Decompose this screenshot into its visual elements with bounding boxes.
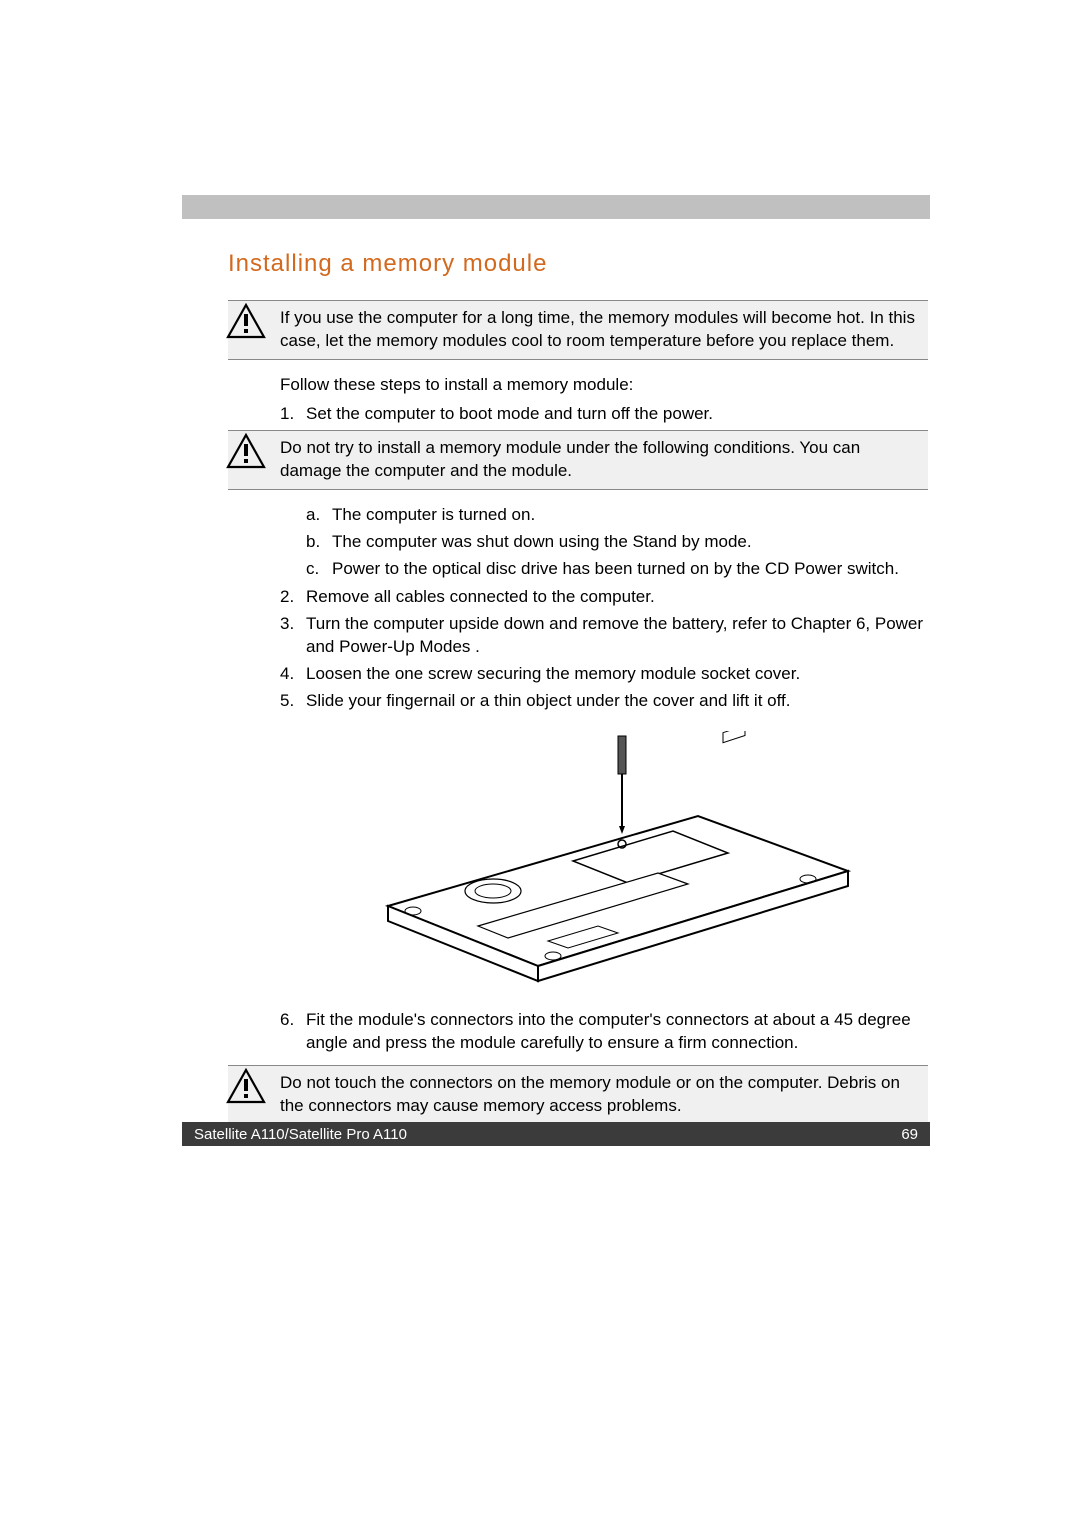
warning-icon [226, 1068, 266, 1104]
substep-letter: a. [306, 504, 332, 527]
step-num: 6. [280, 1009, 306, 1055]
footer-page-number: 69 [901, 1126, 918, 1143]
substep-text: The computer is turned on. [332, 504, 535, 527]
warning-icon [226, 303, 266, 339]
step-num: 5. [280, 690, 306, 713]
warning-icon [226, 433, 266, 469]
intro-text: Follow these steps to install a memory m… [280, 374, 928, 397]
substep-b: b. The computer was shut down using the … [306, 531, 928, 554]
laptop-illustration [328, 731, 888, 991]
step-6: 6. Fit the module's connectors into the … [280, 1009, 928, 1055]
substep-list: a. The computer is turned on. b. The com… [280, 504, 928, 714]
step-num: 4. [280, 663, 306, 686]
step-text: Fit the module's connectors into the com… [306, 1009, 928, 1055]
warning-text: If you use the computer for a long time,… [280, 308, 915, 350]
step-5: 5. Slide your fingernail or a thin objec… [280, 690, 928, 713]
step-num: 2. [280, 586, 306, 609]
substep-letter: c. [306, 558, 332, 581]
substep-text: The computer was shut down using the Sta… [332, 531, 752, 554]
step-3: 3. Turn the computer upside down and rem… [280, 613, 928, 659]
substep-a: a. The computer is turned on. [306, 504, 928, 527]
warning-hot-modules: If you use the computer for a long time,… [228, 300, 928, 360]
warning-conditions: Do not try to install a memory module un… [228, 430, 928, 490]
footer-model: Satellite A110/Satellite Pro A110 [194, 1126, 407, 1143]
header-gray-bar [182, 195, 930, 219]
step-list: 1. Set the computer to boot mode and tur… [280, 403, 928, 426]
step-text: Turn the computer upside down and remove… [306, 613, 928, 659]
page-footer: Satellite A110/Satellite Pro A110 69 [182, 1122, 930, 1146]
step-text: Loosen the one screw securing the memory… [306, 663, 928, 686]
page-content: Installing a memory module If you use th… [228, 250, 928, 1139]
step-num: 3. [280, 613, 306, 659]
step-text: Slide your fingernail or a thin object u… [306, 690, 928, 713]
step-text: Remove all cables connected to the compu… [306, 586, 928, 609]
warning-text: Do not touch the connectors on the memor… [280, 1073, 900, 1115]
step-1: 1. Set the computer to boot mode and tur… [280, 403, 928, 426]
warning-text: Do not try to install a memory module un… [280, 438, 860, 480]
warning-connectors: Do not touch the connectors on the memor… [228, 1065, 928, 1125]
substep-text: Power to the optical disc drive has been… [332, 558, 899, 581]
step-text: Set the computer to boot mode and turn o… [306, 403, 928, 426]
step-4: 4. Loosen the one screw securing the mem… [280, 663, 928, 686]
section-heading: Installing a memory module [228, 250, 928, 278]
step-list-cont: 6. Fit the module's connectors into the … [280, 1009, 928, 1055]
step-2: 2. Remove all cables connected to the co… [280, 586, 928, 609]
substep-letter: b. [306, 531, 332, 554]
step-num: 1. [280, 403, 306, 426]
substep-c: c. Power to the optical disc drive has b… [306, 558, 928, 581]
